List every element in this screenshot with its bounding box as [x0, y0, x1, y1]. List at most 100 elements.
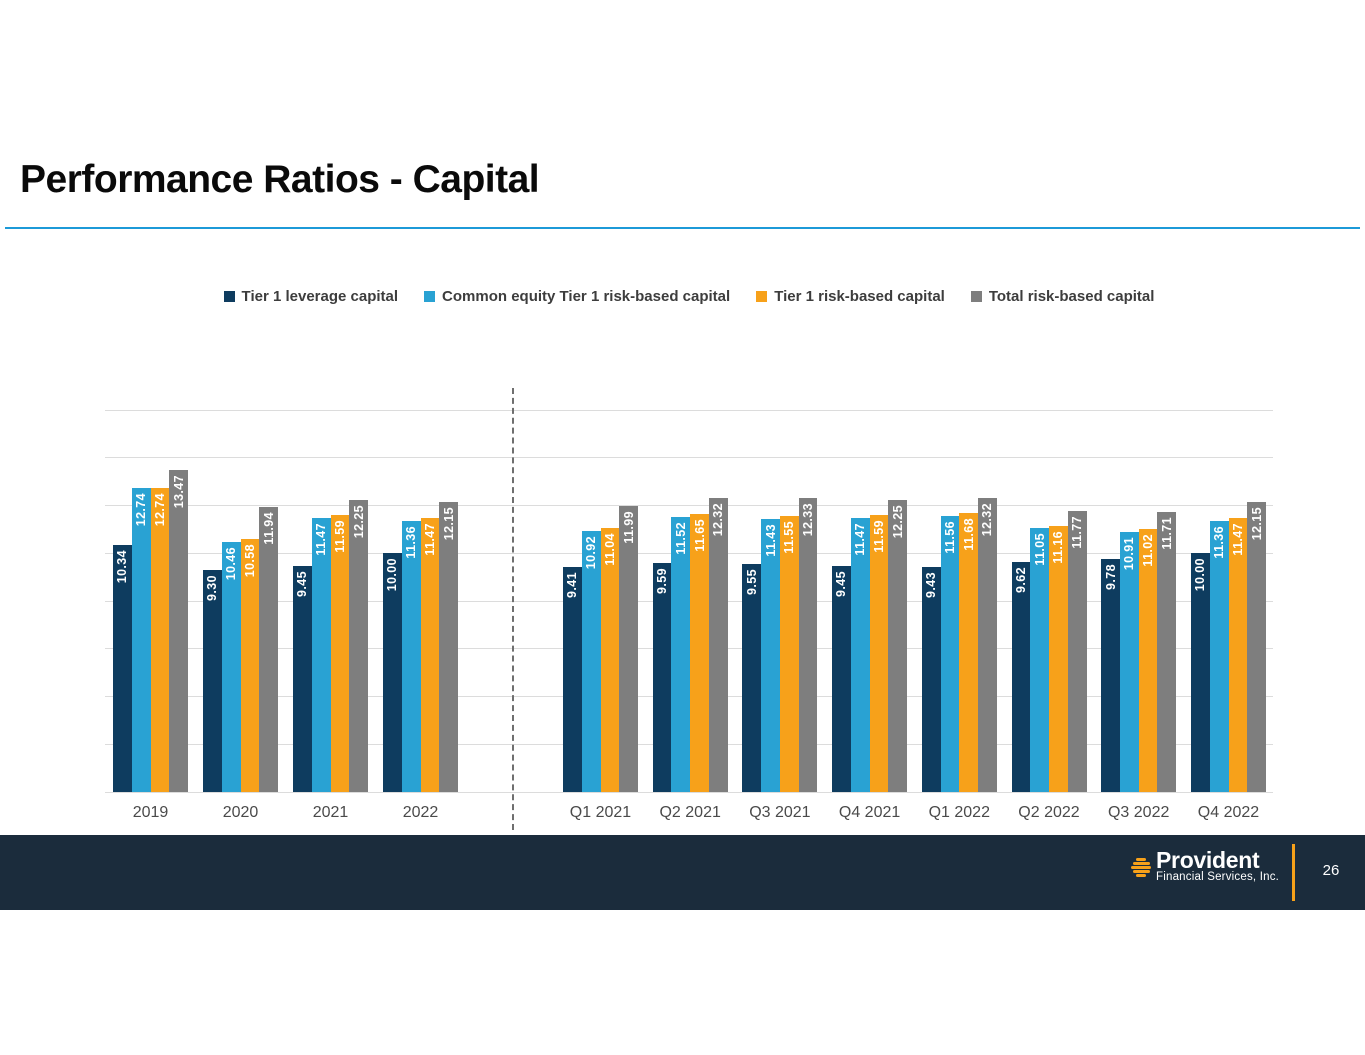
bar-value-label: 11.47: [853, 523, 868, 556]
bar-value-label: 12.33: [801, 502, 816, 536]
legend-label: Total risk-based capital: [988, 288, 1155, 305]
bar: 9.55: [742, 564, 762, 792]
bar: 9.62: [1011, 562, 1031, 792]
x-axis-label: Q2 2022: [1018, 804, 1080, 821]
bar: 9.45: [293, 566, 312, 792]
provident-beehive-icon: [1131, 856, 1151, 877]
brand-subtitle: Financial Services, Inc.: [1156, 871, 1280, 883]
gridline: [105, 791, 1273, 793]
bar-value-label: 11.36: [404, 525, 419, 559]
legend-label: Tier 1 risk-based capital: [774, 288, 945, 305]
bar-value-label: 11.65: [692, 518, 707, 552]
legend-swatch-icon: [756, 291, 768, 302]
bar-value-label: 9.62: [1013, 567, 1028, 594]
bar: 11.02: [1138, 528, 1158, 792]
gridline: [105, 457, 1273, 459]
bar: 12.32: [708, 497, 728, 792]
bar-value-label: 11.59: [332, 520, 347, 553]
legend-item: Total risk-based capital: [970, 288, 1155, 305]
bar: 11.04: [600, 528, 620, 792]
x-axis-label: Q4 2021: [838, 804, 901, 821]
bar: 10.92: [581, 531, 601, 792]
bar: 11.47: [420, 518, 440, 792]
x-axis-label: Q1 2021: [569, 804, 632, 821]
gridline: [105, 505, 1273, 506]
bar-value-label: 12.74: [134, 492, 149, 527]
bar-value-label: 11.04: [602, 533, 617, 567]
title-underline: [5, 227, 1360, 229]
bar-value-label: 9.55: [744, 569, 759, 595]
bar-value-label: 12.25: [351, 504, 366, 538]
page-title: Performance Ratios - Capital: [20, 158, 540, 201]
bar-value-label: 11.56: [942, 521, 957, 554]
legend-item: Common equity Tier 1 risk-based capital: [424, 288, 730, 305]
bar-value-label: 12.15: [441, 506, 456, 541]
bar-value-label: 9.45: [834, 571, 849, 598]
legend-label: Common equity Tier 1 risk-based capital: [442, 288, 731, 305]
x-axis-label: Q2 2021: [659, 804, 721, 821]
legend-swatch-icon: [424, 291, 436, 302]
bar: 11.59: [330, 515, 350, 792]
legend-swatch-icon: [223, 291, 235, 302]
bar-value-label: 9.30: [205, 574, 220, 601]
bar: 11.99: [619, 505, 638, 792]
bar-value-label: 11.55: [782, 521, 797, 554]
bar: 12.74: [131, 487, 151, 792]
bar: 11.16: [1049, 525, 1068, 792]
bar-value-label: 10.91: [1122, 536, 1137, 570]
bar: 11.47: [311, 518, 331, 792]
bar: 10.34: [113, 545, 132, 792]
bar-value-label: 11.05: [1032, 533, 1047, 566]
bar-value-label: 12.32: [711, 502, 726, 537]
brand-name: Provident: [1156, 847, 1260, 873]
bar: 11.47: [1228, 518, 1248, 792]
bar-chart: 10.34 12.74 12.74 13.47 9.30 10.46 10.58 11.94 9…: [105, 409, 1273, 793]
bar: 11.36: [401, 520, 421, 792]
bar-value-label: 13.47: [171, 475, 186, 509]
bar: 10.91: [1119, 531, 1139, 792]
bar-value-label: 12.15: [1249, 506, 1264, 541]
bar: 11.43: [761, 519, 780, 792]
legend-item: Tier 1 leverage capital: [223, 288, 399, 305]
bar: 12.25: [888, 499, 908, 792]
bar: 11.36: [1209, 520, 1229, 792]
bar: 11.55: [779, 516, 799, 792]
bar: 13.47: [169, 470, 188, 792]
x-axis-label: Q3 2021: [749, 804, 811, 821]
bar: 12.25: [349, 499, 368, 792]
bar-value-label: 11.02: [1141, 533, 1156, 567]
bar-value-label: 11.47: [1230, 523, 1245, 556]
bar: 11.47: [850, 518, 870, 792]
bar: 12.15: [1247, 501, 1266, 792]
bar: 11.71: [1157, 512, 1177, 792]
bar-value-label: 11.71: [1159, 517, 1174, 551]
bar-value-label: 9.59: [655, 568, 670, 594]
legend-label: Tier 1 leverage capital: [241, 288, 399, 305]
bar: 11.65: [690, 513, 709, 792]
x-axis-label: Q1 2022: [928, 804, 990, 821]
bar: 9.78: [1101, 558, 1120, 792]
bar: 12.15: [439, 501, 458, 792]
bar: 9.59: [652, 563, 672, 792]
bar-value-label: 11.43: [763, 524, 778, 557]
bar-value-label: 11.47: [314, 523, 329, 556]
legend-swatch-icon: [970, 291, 982, 302]
bar: 11.68: [959, 513, 979, 792]
bar-value-label: 11.99: [621, 510, 636, 544]
bar: 12.74: [150, 487, 170, 792]
bar-value-label: 10.34: [115, 550, 130, 584]
bar-value-label: 12.32: [980, 502, 995, 537]
bar-value-label: 11.36: [1212, 525, 1227, 559]
bar: 12.32: [978, 497, 997, 792]
bar-value-label: 10.00: [1193, 558, 1208, 592]
bar-value-label: 12.25: [890, 504, 905, 538]
bar: 12.33: [798, 497, 818, 792]
bar: 11.05: [1030, 528, 1049, 792]
footer-divider-rule: [1292, 844, 1295, 901]
page-number: 26: [1322, 862, 1340, 879]
bar-value-label: 11.52: [673, 521, 688, 555]
x-axis-label: Q4 2022: [1197, 804, 1260, 821]
bar-value-label: 11.77: [1070, 516, 1085, 549]
legend-item: Tier 1 risk-based capital: [756, 288, 945, 305]
